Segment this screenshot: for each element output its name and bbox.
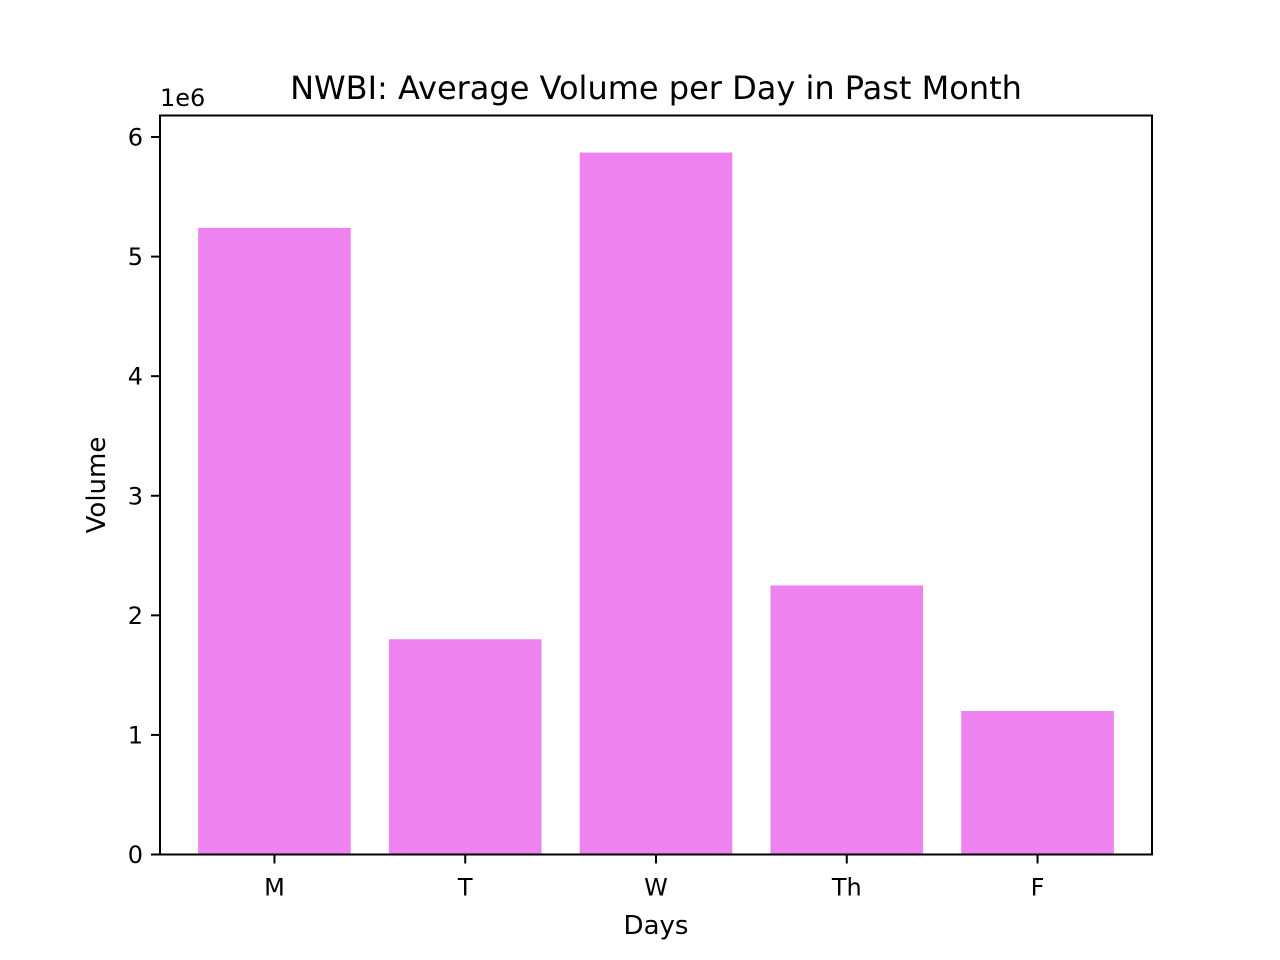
x-axis-label: Days <box>624 911 689 941</box>
x-axis-ticks: M T W Th F <box>264 854 1045 902</box>
chart-title: NWBI: Average Volume per Day in Past Mon… <box>290 69 1022 107</box>
y-tick-label: 4 <box>128 363 143 391</box>
bar-th <box>770 585 924 855</box>
x-tick-label: W <box>644 874 668 902</box>
y-axis-offset-label: 1e6 <box>160 84 205 112</box>
y-tick-label: 2 <box>128 602 143 630</box>
y-tick-label: 6 <box>128 124 143 152</box>
y-axis-label: Volume <box>82 437 112 534</box>
x-tick-label: Th <box>831 874 862 902</box>
plot-frame <box>159 114 1153 856</box>
bar-f <box>961 711 1114 855</box>
y-tick-label: 3 <box>128 482 143 510</box>
bar-w <box>579 152 733 855</box>
y-tick-label: 0 <box>128 841 143 869</box>
x-tick-label: M <box>264 874 285 902</box>
bar-m <box>198 227 351 855</box>
y-tick-label: 5 <box>128 243 143 271</box>
bars-group <box>198 152 1114 855</box>
x-tick-label: F <box>1031 874 1045 902</box>
x-tick-label: T <box>457 874 473 902</box>
y-axis-ticks: 0 1 2 3 4 5 6 <box>128 124 160 869</box>
y-tick-label: 1 <box>128 721 143 749</box>
bar-t <box>388 639 542 855</box>
